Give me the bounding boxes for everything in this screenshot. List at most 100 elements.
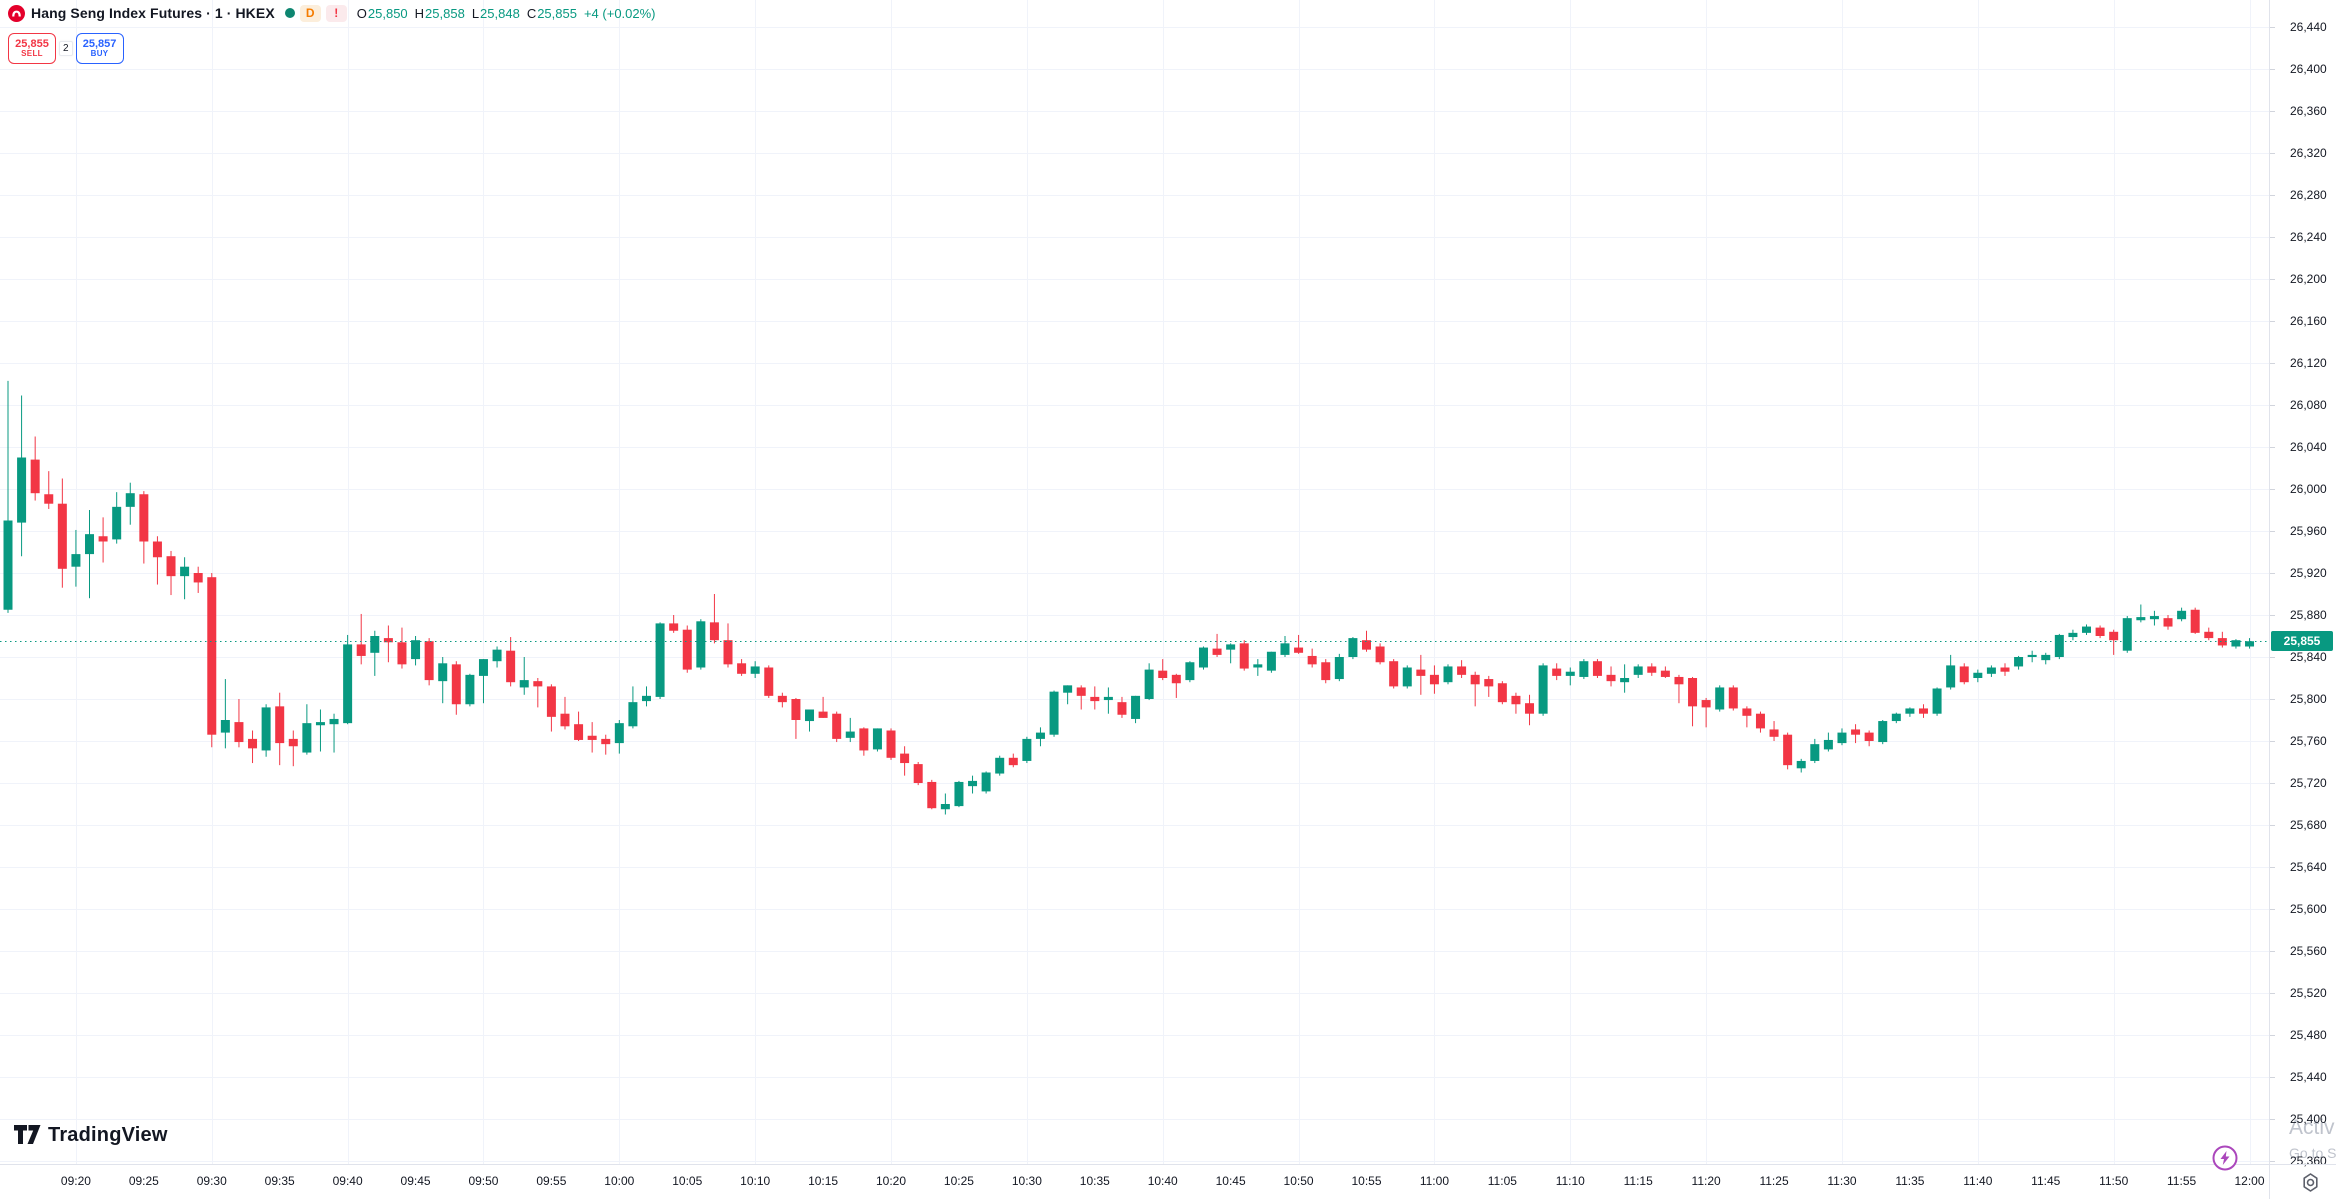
candle bbox=[574, 711, 584, 741]
candle bbox=[1239, 640, 1249, 671]
candle-body bbox=[696, 621, 706, 668]
market-status-dot-icon[interactable] bbox=[284, 8, 295, 18]
candle bbox=[1552, 663, 1562, 681]
candle-body bbox=[1973, 672, 1983, 678]
candle bbox=[1851, 724, 1861, 744]
candle-body bbox=[248, 738, 258, 749]
candle-body bbox=[2027, 654, 2037, 657]
close-value: 25,855 bbox=[537, 5, 577, 21]
candle-body bbox=[900, 753, 910, 764]
time-axis-label: 10:25 bbox=[943, 1174, 974, 1188]
candle-body bbox=[1212, 648, 1222, 655]
candle bbox=[1470, 671, 1480, 707]
candle bbox=[1144, 663, 1154, 701]
candle bbox=[193, 566, 203, 593]
candle bbox=[1606, 666, 1616, 687]
candle bbox=[1796, 758, 1806, 773]
candle-body bbox=[288, 738, 298, 747]
candle bbox=[1891, 712, 1901, 724]
candle bbox=[1198, 646, 1208, 670]
candle-body bbox=[1592, 661, 1602, 676]
candle-body bbox=[1715, 687, 1725, 710]
candle-body bbox=[954, 781, 964, 807]
price-axis-label: 25,600 bbox=[2290, 902, 2327, 916]
candle-body bbox=[1429, 674, 1439, 685]
delayed-data-badge[interactable]: D bbox=[299, 4, 321, 22]
price-axis-label: 25,760 bbox=[2290, 734, 2327, 748]
instant-order-lightning-icon[interactable] bbox=[2211, 1144, 2239, 1172]
candle-body bbox=[451, 664, 461, 705]
sell-label: SELL bbox=[21, 49, 43, 59]
candle-body bbox=[112, 506, 122, 540]
candle bbox=[2204, 627, 2214, 641]
candle bbox=[2122, 616, 2132, 653]
high-value: 25,858 bbox=[425, 5, 465, 21]
time-axis-label: 09:50 bbox=[468, 1174, 499, 1188]
candle-body bbox=[805, 709, 815, 722]
candle-body bbox=[71, 554, 81, 567]
symbol-logo-icon[interactable] bbox=[8, 4, 25, 22]
candle bbox=[1837, 728, 1847, 746]
candle bbox=[1633, 664, 1643, 678]
candle bbox=[2000, 663, 2010, 676]
price-axis-tick bbox=[2270, 1077, 2275, 1078]
tradingview-wordmark: TradingView bbox=[48, 1124, 168, 1146]
candle-body bbox=[207, 577, 217, 735]
price-axis-label: 26,040 bbox=[2290, 440, 2327, 454]
sell-button[interactable]: 25,855 SELL bbox=[8, 33, 56, 64]
time-axis-label: 09:55 bbox=[536, 1174, 567, 1188]
os-activation-watermark: Activ Go to S bbox=[2289, 1116, 2336, 1161]
candle bbox=[207, 573, 217, 748]
candle bbox=[587, 722, 597, 753]
tradingview-logo[interactable]: TradingView bbox=[14, 1124, 168, 1147]
candlestick-chart[interactable] bbox=[0, 0, 2270, 1164]
time-axis-label: 09:40 bbox=[332, 1174, 363, 1188]
candle bbox=[1185, 661, 1195, 683]
price-axis-label: 25,720 bbox=[2290, 776, 2327, 790]
price-axis[interactable]: 26,440 26,400 26,360 26,320 26,280 26,240 26,2… bbox=[2270, 0, 2336, 1168]
candle-body bbox=[2014, 657, 2024, 667]
candle bbox=[533, 678, 543, 708]
alert-badge[interactable]: ! bbox=[325, 4, 347, 22]
buy-button[interactable]: 25,857 BUY bbox=[75, 33, 124, 64]
time-axis-label: 11:45 bbox=[2031, 1174, 2061, 1188]
candle bbox=[1728, 685, 1738, 711]
candle bbox=[1226, 643, 1236, 664]
candle bbox=[913, 762, 923, 786]
time-axis-label: 09:35 bbox=[264, 1174, 295, 1188]
candle-body bbox=[2149, 616, 2159, 620]
candle-body bbox=[1076, 687, 1086, 696]
candle bbox=[723, 623, 733, 668]
candle-body bbox=[574, 724, 584, 740]
symbol-title[interactable]: Hang Seng Index Futures · 1 · HKEX bbox=[31, 5, 275, 21]
candle bbox=[1008, 753, 1018, 768]
candle-body bbox=[968, 780, 978, 787]
price-axis-label: 25,440 bbox=[2290, 1070, 2327, 1084]
candle-body bbox=[791, 699, 801, 720]
time-axis[interactable]: 09:20 09:25 09:30 09:35 09:40 09:45 09:50 09:55… bbox=[0, 1164, 2336, 1199]
candle bbox=[1769, 721, 1779, 741]
candle-body bbox=[1728, 687, 1738, 709]
candle-body bbox=[44, 494, 54, 504]
candle bbox=[465, 673, 475, 707]
candle bbox=[764, 665, 774, 698]
axis-settings-gear-icon[interactable] bbox=[2301, 1173, 2320, 1192]
price-axis-tick bbox=[2270, 951, 2275, 952]
candle bbox=[71, 529, 81, 587]
candle-body bbox=[3, 520, 13, 610]
candle bbox=[1565, 667, 1575, 686]
candle-body bbox=[1946, 665, 1956, 688]
candle bbox=[302, 704, 312, 755]
sell-price: 25,855 bbox=[15, 38, 49, 51]
candle bbox=[1334, 653, 1344, 682]
candle-body bbox=[1851, 729, 1861, 735]
os-watermark-line2: Go to S bbox=[2289, 1145, 2336, 1161]
candle bbox=[1742, 706, 1752, 728]
candle bbox=[2068, 629, 2078, 641]
price-axis-label: 26,120 bbox=[2290, 356, 2327, 370]
open-label: O bbox=[356, 5, 367, 21]
candle bbox=[248, 730, 258, 764]
candle bbox=[1959, 663, 1969, 685]
candle bbox=[125, 482, 135, 525]
time-axis-label: 11:10 bbox=[1555, 1174, 1585, 1188]
